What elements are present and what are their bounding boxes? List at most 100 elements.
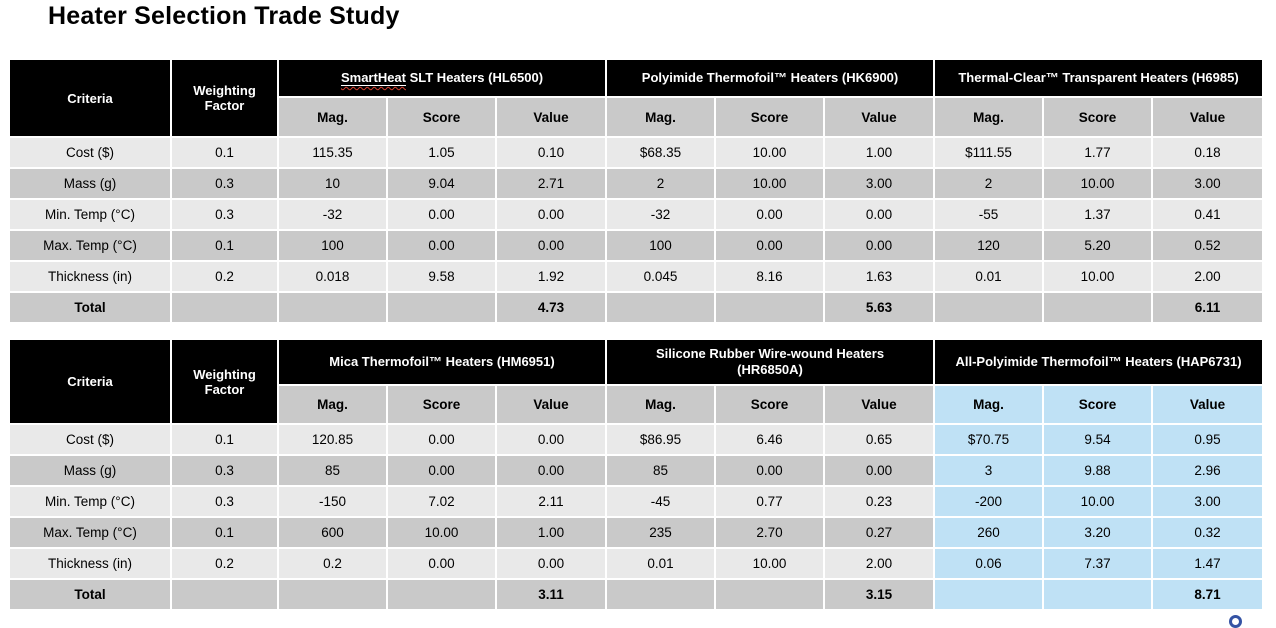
data-cell: 0.32 xyxy=(1151,516,1265,549)
weight-cell: 0.2 xyxy=(170,547,279,580)
data-cell: 10.00 xyxy=(714,136,826,169)
data-cell: 235 xyxy=(605,516,717,549)
table-row: Thickness (in) 0.2 0.018 9.58 1.92 0.045 8.16 1… xyxy=(8,260,1265,293)
data-cell: 120.85 xyxy=(277,423,388,456)
data-cell: 0.52 xyxy=(1151,229,1265,262)
trade-table: Criteria Weighting Factor Mica Thermofoil™… xyxy=(8,338,1265,611)
trade-study-table-1: Criteria Weighting Factor SmartHeat SLT He… xyxy=(8,58,1265,324)
criteria-header-cell: Criteria xyxy=(8,338,172,425)
subheader-cell: Value xyxy=(494,96,608,138)
data-cell: 0.045 xyxy=(605,260,717,293)
data-cell: 0.10 xyxy=(494,136,608,169)
data-cell: 0.95 xyxy=(1151,423,1265,456)
subheader-cell: Value xyxy=(823,384,936,425)
table-row: Cost ($) 0.1 115.35 1.05 0.10 $68.35 10.00 1.00… xyxy=(8,136,1265,169)
subheader-cell: Mag. xyxy=(605,384,717,425)
data-cell: 9.54 xyxy=(1042,423,1154,456)
data-cell: 0.00 xyxy=(823,229,936,262)
data-cell: 2.11 xyxy=(494,485,608,518)
group-header-cell: Polyimide Thermofoil™ Heaters (HK6900) xyxy=(605,58,936,98)
data-cell: 6.46 xyxy=(714,423,826,456)
criteria-cell: Thickness (in) xyxy=(8,547,172,580)
data-cell: 0.00 xyxy=(494,547,608,580)
data-cell: 1.63 xyxy=(823,260,936,293)
group-name-rest: SLT Heaters (HL6500) xyxy=(406,69,544,85)
subheader-cell: Value xyxy=(494,384,608,425)
data-cell: 10.00 xyxy=(714,167,826,200)
subheader-cell: Mag. xyxy=(933,96,1045,138)
data-cell: 9.04 xyxy=(386,167,497,200)
criteria-cell: Cost ($) xyxy=(8,136,172,169)
criteria-cell: Max. Temp (°C) xyxy=(8,229,172,262)
data-cell: 10.00 xyxy=(386,516,497,549)
weighting-factor-header-cell: Weighting Factor xyxy=(170,338,279,425)
table-row: Min. Temp (°C) 0.3 -32 0.00 0.00 -32 0.00 0.00-… xyxy=(8,198,1265,231)
empty-cell xyxy=(605,291,717,324)
header-row-groups: Criteria Weighting Factor SmartHeat SLT He… xyxy=(8,58,1265,138)
data-cell: 0.018 xyxy=(277,260,388,293)
total-value-cell: 4.73 xyxy=(494,291,608,324)
data-cell: 3.00 xyxy=(1151,485,1265,518)
group-header-cell: All-Polyimide Thermofoil™ Heaters (HAP67… xyxy=(933,338,1265,386)
group-name: Polyimide Thermofoil™ Heaters (HK6900) xyxy=(641,69,899,85)
group-name: All-Polyimide Thermofoil™ Heaters (HAP67… xyxy=(955,353,1242,369)
data-cell: 7.37 xyxy=(1042,547,1154,580)
weighting-factor-header-cell: Weighting Factor xyxy=(170,58,279,138)
table-row: Max. Temp (°C) 0.1 100 0.00 0.00 100 0.00 0.00 1… xyxy=(8,229,1265,262)
empty-cell xyxy=(933,578,1045,611)
table-row: Mass (g) 0.3 85 0.00 0.00 85 0.00 0.00 3 9.88 2.96 xyxy=(8,454,1265,487)
empty-cell xyxy=(605,578,717,611)
total-value-cell: 3.11 xyxy=(494,578,608,611)
criteria-cell: Thickness (in) xyxy=(8,260,172,293)
data-cell: -32 xyxy=(277,198,388,231)
criteria-header-cell: Criteria xyxy=(8,58,172,138)
header-row-measures: Mag. Score Value Mag. Score Value Mag. Score Val… xyxy=(9,384,1265,425)
total-value-cell: 6.11 xyxy=(1151,291,1265,324)
data-cell: 0.01 xyxy=(605,547,717,580)
header-row-groups: Criteria Weighting Factor Mica Thermofoil™… xyxy=(8,338,1265,425)
subheader-cell: Value xyxy=(1151,96,1265,138)
data-cell: 115.35 xyxy=(277,136,388,169)
data-cell: 0.00 xyxy=(823,198,936,231)
data-cell: 3.00 xyxy=(823,167,936,200)
data-cell: 0.00 xyxy=(494,198,608,231)
table-row: Cost ($) 0.1 120.85 0.00 0.00 $86.95 6.46 0.65 $… xyxy=(8,423,1265,456)
total-value-cell: 8.71 xyxy=(1151,578,1265,611)
weight-cell: 0.3 xyxy=(170,198,279,231)
data-cell: 0.01 xyxy=(933,260,1045,293)
subheader-cell: Score xyxy=(714,384,826,425)
data-cell: 8.16 xyxy=(714,260,826,293)
data-cell: 10 xyxy=(277,167,388,200)
data-cell: 3.00 xyxy=(1151,167,1265,200)
data-cell: 3.20 xyxy=(1042,516,1154,549)
data-cell: 260 xyxy=(933,516,1045,549)
data-cell: 0.00 xyxy=(823,454,936,487)
data-cell: 0.77 xyxy=(714,485,826,518)
group-name-word: SmartHeat xyxy=(340,69,406,86)
subheader-cell: Mag. xyxy=(933,384,1045,425)
empty-cell xyxy=(933,291,1045,324)
data-cell: 100 xyxy=(277,229,388,262)
subheader-cell: Mag. xyxy=(605,96,717,138)
data-cell: 10.00 xyxy=(1042,485,1154,518)
data-cell: 0.00 xyxy=(386,229,497,262)
subheader-cell: Score xyxy=(714,96,826,138)
table-row: Max. Temp (°C) 0.1 600 10.00 1.00 235 2.70 0.27… xyxy=(8,516,1265,549)
data-cell: 85 xyxy=(605,454,717,487)
empty-cell xyxy=(277,291,388,324)
decorative-circle-icon xyxy=(1229,615,1242,628)
data-cell: 1.92 xyxy=(494,260,608,293)
data-cell: 2 xyxy=(605,167,717,200)
data-cell: 0.18 xyxy=(1151,136,1265,169)
group-name: Mica Thermofoil™ Heaters (HM6951) xyxy=(329,353,555,369)
group-header-cell: SmartHeat SLT Heaters (HL6500) xyxy=(276,58,608,98)
page-title: Heater Selection Trade Study xyxy=(48,2,400,30)
empty-cell xyxy=(1042,578,1154,611)
data-cell: 0.00 xyxy=(386,454,497,487)
data-cell: 9.58 xyxy=(386,260,497,293)
data-cell: 0.00 xyxy=(494,454,608,487)
subheader-cell: Value xyxy=(823,96,936,138)
data-cell: 1.47 xyxy=(1151,547,1265,580)
data-cell: $70.75 xyxy=(933,423,1045,456)
data-cell: 2.71 xyxy=(494,167,608,200)
